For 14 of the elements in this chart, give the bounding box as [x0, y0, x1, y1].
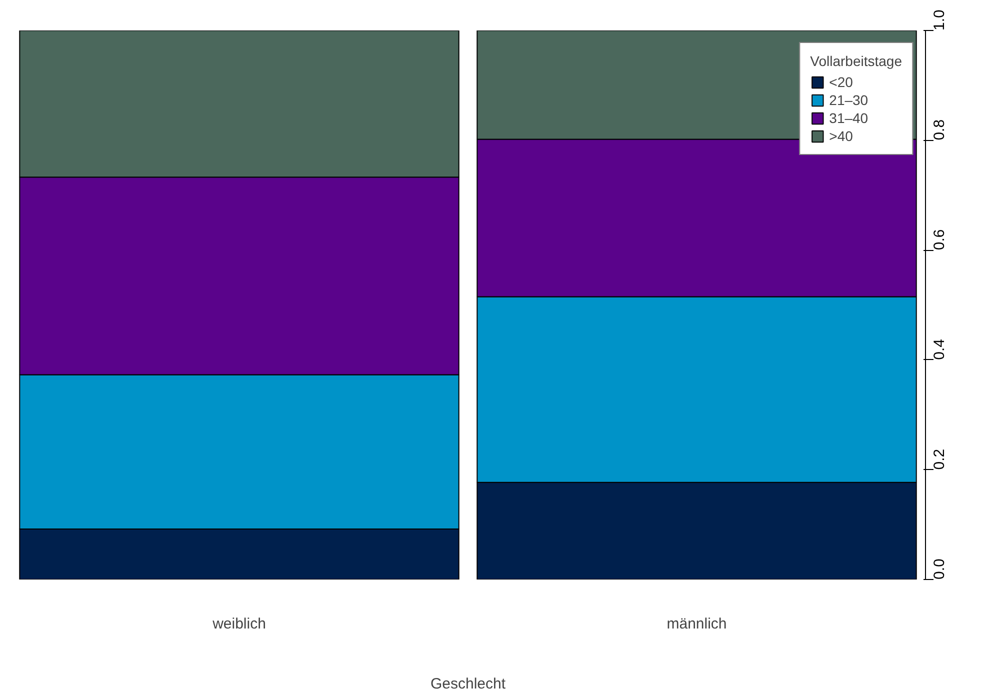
y-tick-label: 0.8	[931, 119, 948, 140]
legend-label: 21–30	[829, 92, 868, 108]
legend-title: Vollarbeitstage	[810, 53, 902, 69]
x-tick-label: weiblich	[212, 616, 266, 632]
x-tick-label: männlich	[666, 616, 727, 632]
y-tick-label: 0.6	[931, 229, 948, 250]
legend-label: >40	[829, 128, 853, 144]
x-axis-title: Geschlecht	[430, 676, 506, 692]
y-tick-label: 1.0	[931, 10, 948, 30]
y-tick-label: 0.2	[931, 448, 948, 470]
legend-label: 31–40	[829, 110, 868, 126]
y-tick-label: 0.4	[931, 339, 948, 360]
y-tick-label: 0.0	[931, 558, 948, 580]
legend-label: <20	[829, 74, 853, 90]
